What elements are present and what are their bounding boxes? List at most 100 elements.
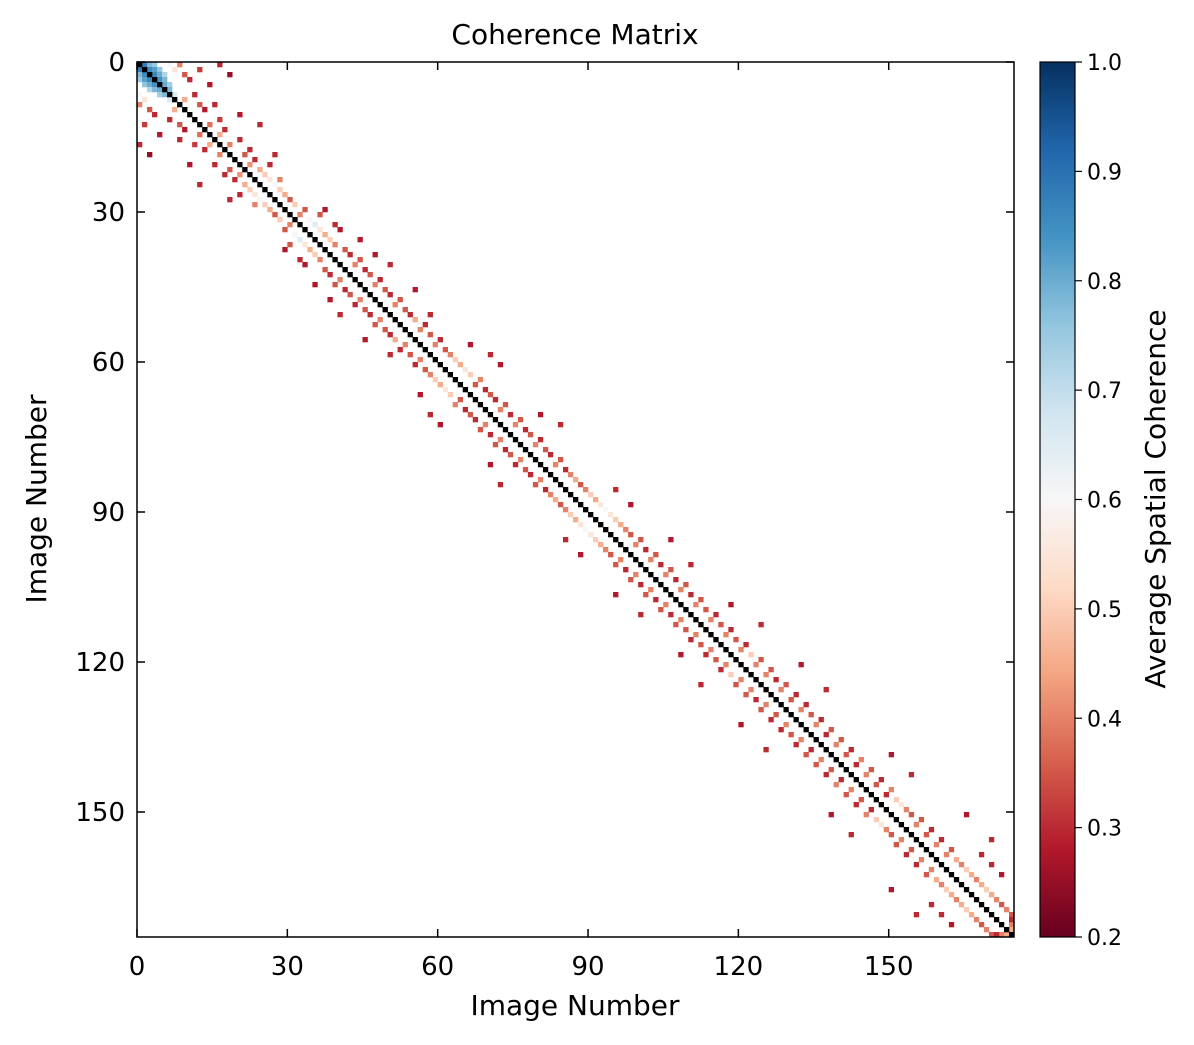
diagonal-cell — [137, 62, 143, 68]
diagonal-cell — [367, 292, 373, 298]
heatmap-cell — [292, 202, 298, 208]
heatmap-cell — [507, 412, 514, 418]
diagonal-cell — [337, 262, 343, 268]
diagonal-cell — [718, 642, 724, 648]
diagonal-cell — [502, 427, 509, 433]
diagonal-cell — [247, 172, 253, 178]
heatmap-cell — [142, 77, 148, 83]
diagonal-cell — [768, 692, 774, 698]
heatmap-cell — [387, 332, 393, 338]
heatmap-cell — [327, 237, 333, 243]
heatmap-cell — [828, 767, 834, 773]
diagonal-cell — [572, 497, 579, 503]
heatmap-cell — [167, 82, 173, 88]
diagonal-cell — [673, 597, 679, 603]
heatmap-cell — [542, 487, 549, 493]
heatmap-cell — [487, 352, 494, 358]
heatmap-cell — [643, 592, 649, 598]
heatmap-cell — [467, 412, 474, 418]
heatmap-cell — [517, 417, 524, 423]
heatmap-cell — [798, 707, 804, 713]
heatmap-cell — [678, 587, 684, 593]
heatmap-cell — [613, 592, 619, 598]
heatmap-cell — [182, 127, 188, 133]
heatmap-cell — [788, 732, 794, 738]
heatmap-cell — [202, 107, 208, 113]
heatmap-cell — [462, 407, 469, 413]
diagonal-cell — [863, 787, 869, 793]
diagonal-cell — [593, 517, 599, 523]
heatmap-cell — [487, 462, 494, 468]
heatmap-cell — [162, 92, 168, 98]
colorbar-scale — [1039, 61, 1076, 938]
heatmap-cell — [142, 97, 148, 103]
heatmap-cell — [217, 62, 223, 68]
heatmap-cell — [552, 462, 559, 468]
diagonal-cell — [668, 592, 674, 598]
heatmap-cell — [197, 132, 203, 138]
heatmap-cell — [813, 722, 819, 728]
heatmap-cell — [442, 387, 449, 393]
heatmap-cell — [908, 812, 915, 818]
heatmap-cell — [668, 537, 674, 543]
heatmap-cell — [733, 637, 739, 643]
diagonal-cell — [527, 452, 534, 458]
colorbar-tick-label: 0.5 — [1087, 598, 1122, 623]
diagonal-cell — [883, 807, 890, 813]
heatmap-cell — [638, 537, 644, 543]
heatmap-cell — [763, 672, 769, 678]
heatmap-cell — [252, 192, 258, 198]
heatmap-cell — [167, 117, 173, 123]
diagonal-cell — [603, 527, 609, 533]
heatmap-cell — [923, 872, 930, 878]
heatmap-cell — [798, 662, 804, 668]
heatmap-cell — [247, 147, 253, 153]
diagonal-cell — [262, 187, 268, 193]
heatmap-cell — [1008, 912, 1015, 918]
heatmap-cell — [758, 657, 764, 663]
heatmap-cell — [257, 197, 263, 203]
heatmap-cell — [467, 342, 474, 348]
diagonal-cell — [272, 197, 278, 203]
diagonal-cell — [978, 902, 985, 908]
heatmap-cell — [182, 97, 188, 103]
heatmap-cell — [497, 362, 504, 368]
heatmap-cell — [222, 172, 228, 178]
heatmap-cell — [207, 122, 213, 128]
heatmap-cell — [888, 887, 895, 893]
heatmap-cell — [197, 67, 203, 73]
diagonal-cell — [888, 812, 895, 818]
heatmap-cell — [502, 402, 509, 408]
heatmap-cell — [137, 72, 143, 78]
diagonal-cell — [312, 237, 318, 243]
heatmap-cell — [618, 557, 624, 563]
heatmap-cell — [678, 617, 684, 623]
heatmap-cell — [172, 67, 178, 73]
heatmap-cell — [843, 752, 849, 758]
heatmap-cell — [272, 152, 278, 158]
diagonal-cell — [588, 512, 594, 518]
colorbar: 0.2 0.3 0.4 0.5 0.6 0.7 0.8 0.9 1.0 Average Spat… — [1039, 51, 1172, 951]
heatmap-cell — [648, 587, 654, 593]
heatmap-cell — [913, 862, 920, 868]
heatmap-cell — [572, 517, 579, 523]
heatmap-cell — [638, 612, 644, 618]
heatmap-cell — [277, 217, 283, 223]
heatmap-cell — [738, 722, 744, 728]
heatmap-cell — [988, 932, 995, 938]
heatmap-cell — [928, 867, 935, 873]
heatmap-cell — [873, 817, 879, 823]
heatmap-cell — [768, 667, 774, 673]
y-tick-label: 150 — [75, 798, 125, 828]
heatmap-cell — [928, 902, 935, 908]
diagonal-cell — [307, 232, 313, 238]
heatmap-cell — [142, 122, 148, 128]
diagonal-cell — [608, 532, 614, 538]
heatmap-cell — [517, 457, 524, 463]
heatmap-cell — [562, 507, 569, 513]
heatmap-cell — [137, 67, 143, 73]
diagonal-cell — [547, 472, 554, 478]
heatmap-cell — [467, 372, 474, 378]
diagonal-cell — [578, 502, 584, 508]
heatmap-cell — [302, 262, 308, 268]
